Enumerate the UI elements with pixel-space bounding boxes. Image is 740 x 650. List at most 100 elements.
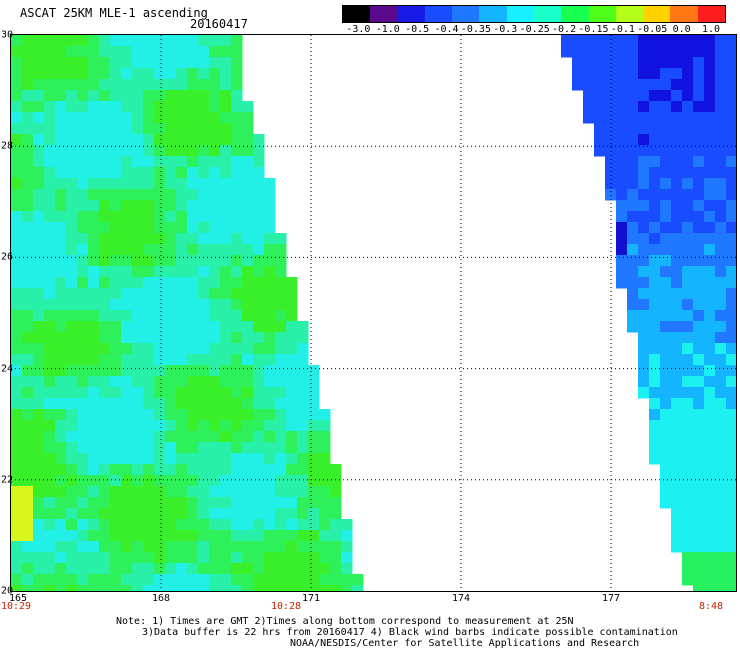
data-cell bbox=[209, 101, 221, 113]
data-cell bbox=[649, 112, 661, 124]
data-cell bbox=[220, 442, 232, 454]
colorbar-label: 0.0 bbox=[672, 24, 691, 35]
data-cell bbox=[286, 530, 298, 542]
data-cell bbox=[638, 255, 650, 267]
data-cell bbox=[110, 255, 122, 267]
colorbar-swatch bbox=[506, 6, 535, 22]
data-cell bbox=[671, 299, 683, 311]
data-cell bbox=[638, 332, 650, 344]
data-cell bbox=[77, 519, 89, 531]
data-cell bbox=[649, 68, 661, 80]
data-cell bbox=[44, 288, 56, 300]
data-cell bbox=[11, 79, 23, 91]
data-cell bbox=[231, 530, 243, 542]
data-cell bbox=[44, 200, 56, 212]
data-cell bbox=[55, 189, 67, 201]
data-cell bbox=[11, 332, 23, 344]
data-cell bbox=[11, 321, 23, 333]
data-cell bbox=[143, 90, 155, 102]
data-cell bbox=[143, 167, 155, 179]
data-cell bbox=[671, 431, 683, 443]
data-cell bbox=[220, 387, 232, 399]
data-cell bbox=[99, 233, 111, 245]
data-cell bbox=[220, 79, 232, 91]
data-cell bbox=[44, 321, 56, 333]
data-cell bbox=[176, 46, 188, 58]
data-cell bbox=[143, 244, 155, 256]
data-cell bbox=[308, 530, 320, 542]
data-cell bbox=[44, 233, 56, 245]
data-cell bbox=[165, 299, 177, 311]
data-cell bbox=[176, 376, 188, 388]
data-cell bbox=[44, 46, 56, 58]
data-cell bbox=[88, 475, 100, 487]
data-cell bbox=[77, 255, 89, 267]
data-cell bbox=[286, 497, 298, 509]
data-cell bbox=[33, 189, 45, 201]
data-cell bbox=[165, 321, 177, 333]
data-cell bbox=[33, 574, 45, 586]
data-cell bbox=[44, 574, 56, 586]
data-cell bbox=[187, 475, 199, 487]
data-cell bbox=[605, 57, 617, 69]
data-cell bbox=[275, 530, 287, 542]
data-cell bbox=[176, 244, 188, 256]
data-cell bbox=[704, 475, 716, 487]
data-cell bbox=[704, 453, 716, 465]
data-cell bbox=[682, 508, 694, 520]
data-cell bbox=[88, 200, 100, 212]
data-cell bbox=[253, 332, 265, 344]
data-cell bbox=[187, 541, 199, 553]
data-cell bbox=[231, 255, 243, 267]
data-cell bbox=[297, 321, 309, 333]
data-cell bbox=[121, 552, 133, 564]
data-cell bbox=[176, 464, 188, 476]
data-cell bbox=[649, 398, 661, 410]
data-cell bbox=[11, 519, 23, 531]
data-cell bbox=[66, 46, 78, 58]
data-cell bbox=[286, 431, 298, 443]
data-cell bbox=[209, 354, 221, 366]
data-cell bbox=[660, 343, 672, 355]
data-cell bbox=[22, 574, 34, 586]
data-cell bbox=[66, 321, 78, 333]
data-cell bbox=[220, 57, 232, 69]
data-cell bbox=[187, 409, 199, 421]
data-cell bbox=[231, 354, 243, 366]
data-cell bbox=[264, 255, 276, 267]
data-cell bbox=[704, 387, 716, 399]
data-cell bbox=[121, 288, 133, 300]
data-cell bbox=[649, 244, 661, 256]
data-cell bbox=[55, 321, 67, 333]
data-cell bbox=[209, 233, 221, 245]
data-cell bbox=[176, 508, 188, 520]
data-cell bbox=[143, 332, 155, 344]
data-cell bbox=[627, 35, 639, 47]
data-cell bbox=[99, 288, 111, 300]
data-cell bbox=[11, 255, 23, 267]
data-cell bbox=[165, 453, 177, 465]
data-cell bbox=[55, 398, 67, 410]
colorbar-label: -0.05 bbox=[637, 24, 668, 35]
data-cell bbox=[99, 464, 111, 476]
data-cell bbox=[165, 519, 177, 531]
data-cell bbox=[44, 398, 56, 410]
data-cell bbox=[308, 519, 320, 531]
data-cell bbox=[121, 541, 133, 553]
data-cell bbox=[638, 123, 650, 135]
data-cell bbox=[616, 211, 628, 223]
data-cell bbox=[176, 321, 188, 333]
data-cell bbox=[286, 453, 298, 465]
data-cell bbox=[33, 79, 45, 91]
data-cell bbox=[165, 211, 177, 223]
data-cell bbox=[649, 46, 661, 58]
data-cell bbox=[44, 343, 56, 355]
data-cell bbox=[77, 453, 89, 465]
data-cell bbox=[671, 178, 683, 190]
data-cell bbox=[616, 145, 628, 157]
data-cell bbox=[704, 464, 716, 476]
data-cell bbox=[297, 409, 309, 421]
data-cell bbox=[616, 90, 628, 102]
data-cell bbox=[682, 464, 694, 476]
data-cell bbox=[253, 299, 265, 311]
